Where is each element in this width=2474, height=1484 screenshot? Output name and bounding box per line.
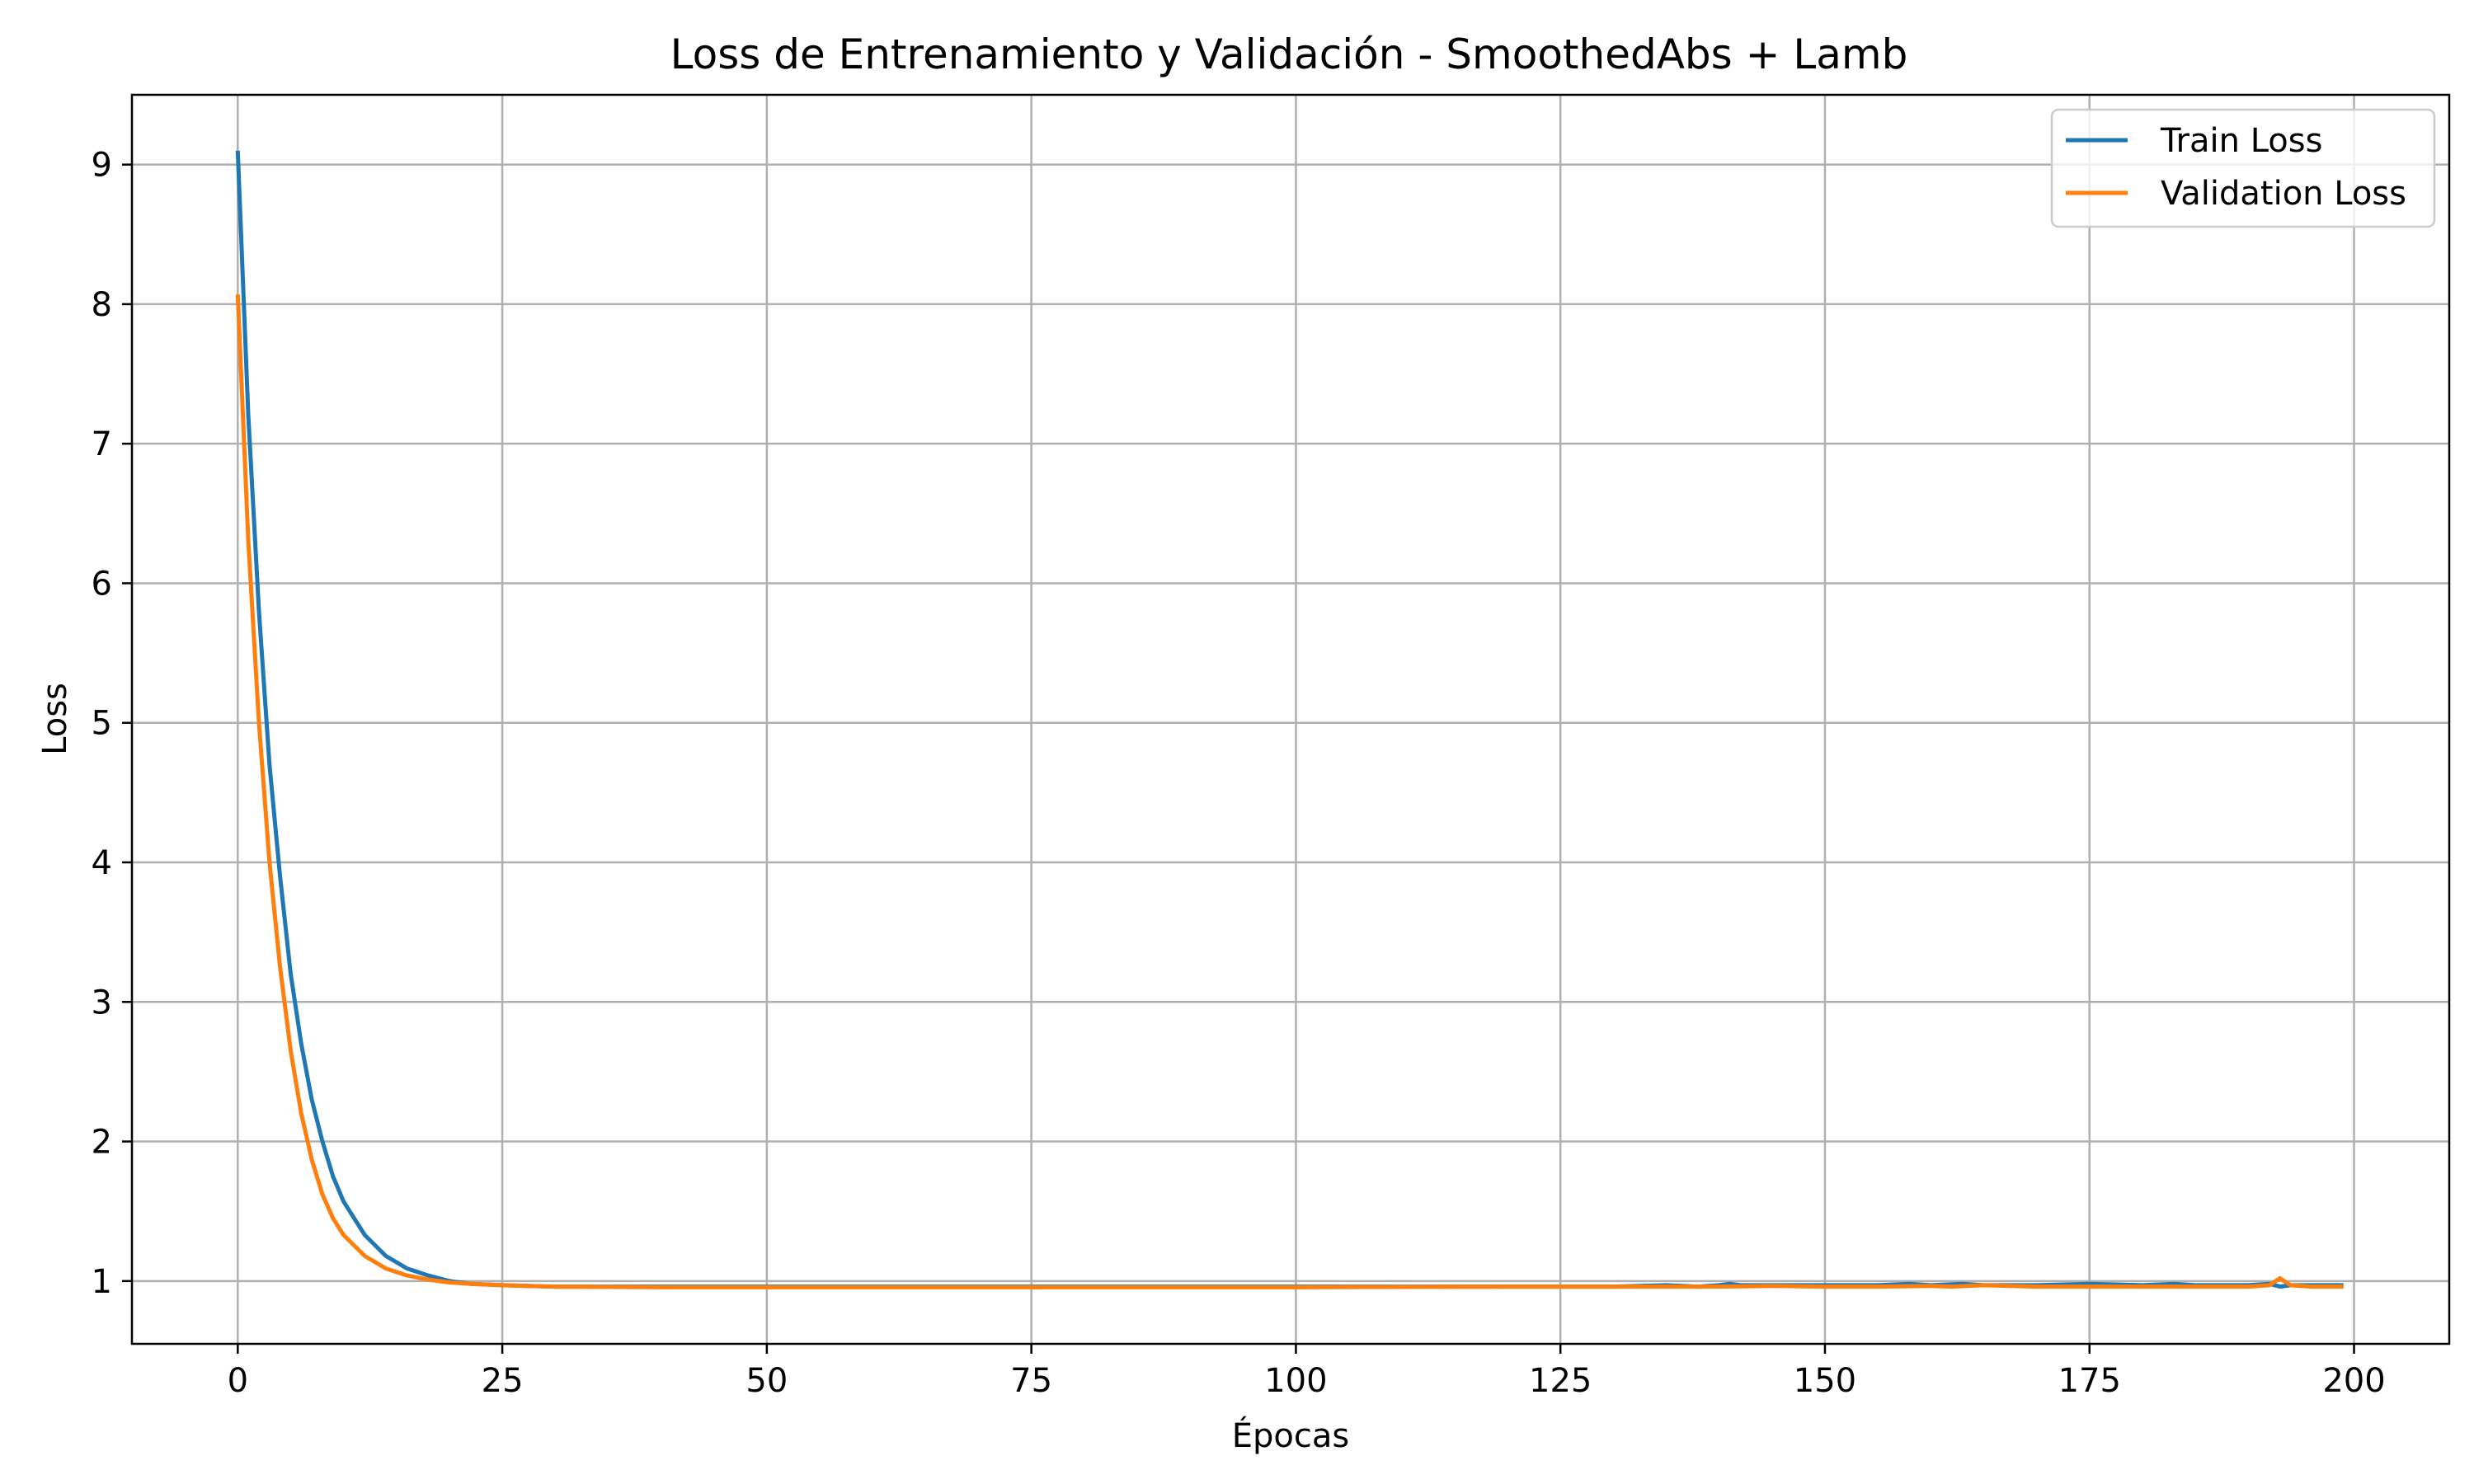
series-line-validation-loss [235, 294, 2344, 1289]
y-tick-label: 5 [92, 705, 112, 743]
axis-ticks: 0 25 50 75 100 125 150 175 200 1 2 3 4 5 6 7 8 9 [92, 147, 2386, 1400]
y-tick-label: 7 [92, 425, 112, 463]
grid [132, 95, 2449, 1344]
y-tick-label: 6 [92, 565, 112, 603]
y-tick-label: 9 [92, 147, 112, 185]
chart-title: Loss de Entrenamiento y Validación - Smo… [670, 31, 1908, 78]
y-tick-label: 2 [92, 1124, 112, 1162]
x-tick-label: 125 [1529, 1362, 1592, 1400]
x-tick-label: 100 [1264, 1362, 1327, 1400]
y-tick-label: 4 [92, 844, 112, 882]
y-tick-label: 1 [92, 1263, 112, 1301]
x-axis-label: Épocas [1232, 1416, 1349, 1455]
y-tick-label: 8 [92, 286, 112, 324]
y-axis-label: Loss [36, 683, 74, 755]
plot-frame [130, 93, 2451, 1345]
x-tick-label: 25 [482, 1362, 524, 1400]
legend-label: Validation Loss [2161, 175, 2406, 213]
x-tick-label: 50 [745, 1362, 788, 1400]
legend-label: Train Loss [2160, 122, 2322, 160]
x-tick-label: 175 [2058, 1362, 2121, 1400]
x-tick-label: 200 [2322, 1362, 2385, 1400]
x-tick-label: 150 [1794, 1362, 1856, 1400]
y-tick-label: 3 [92, 984, 112, 1021]
series-lines [235, 150, 2344, 1289]
x-tick-label: 75 [1010, 1362, 1052, 1400]
legend-box [2050, 108, 2436, 228]
x-tick-label: 0 [228, 1362, 248, 1400]
legend: Train Loss Validation Loss [2050, 108, 2436, 228]
